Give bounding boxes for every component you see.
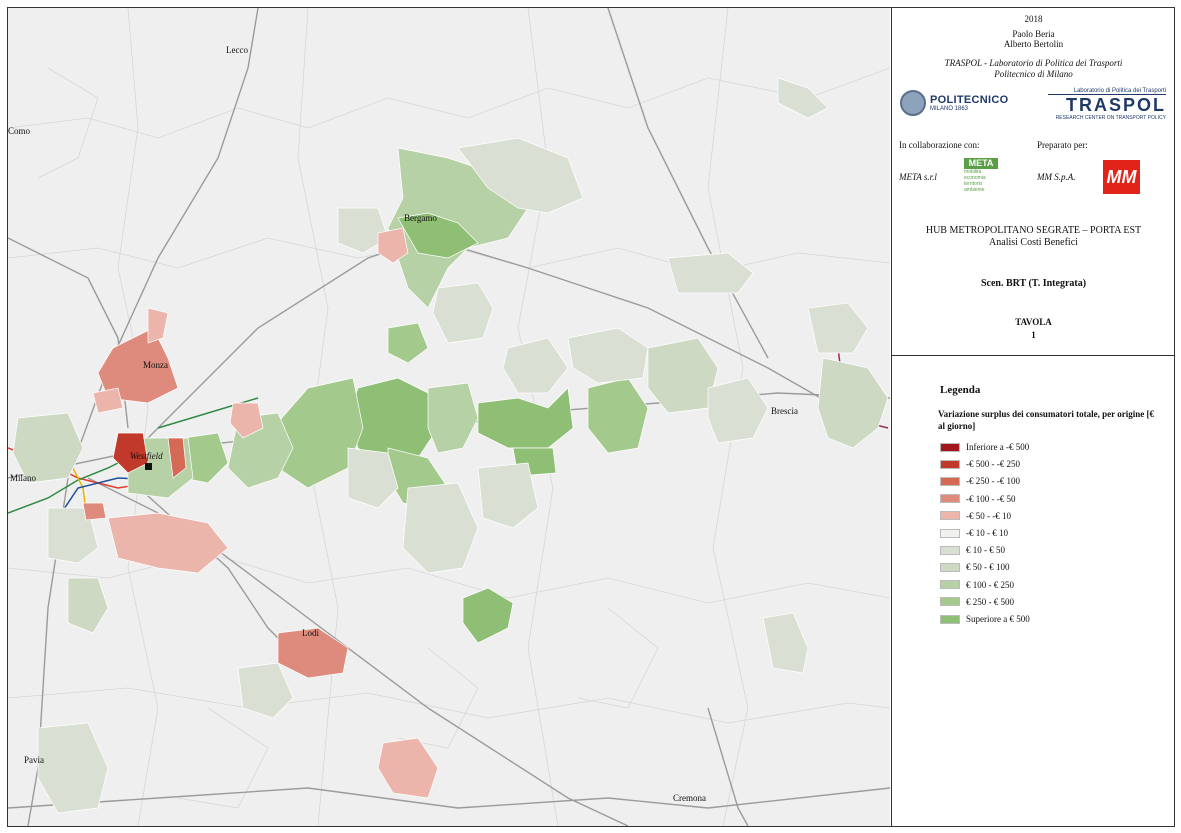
legend-item: Inferiore a -€ 500 — [940, 442, 1029, 452]
meta-logo-text: META — [964, 158, 998, 169]
tavola-number: 1 — [1031, 330, 1036, 340]
city-label: Cremona — [673, 793, 706, 803]
meta-logo-sub: mobilità economia territorio ambiente — [964, 169, 986, 193]
legend-label: -€ 50 - -€ 10 — [966, 510, 1011, 521]
legend-swatch — [940, 562, 960, 572]
legend-swatch — [940, 580, 960, 590]
legend-label: € 250 - € 500 — [966, 596, 1014, 607]
prepared-name: MM S.p.A. — [1037, 172, 1076, 182]
legend-item: € 100 - € 250 — [940, 580, 1014, 590]
politecnico-seal-icon — [900, 90, 926, 116]
zones-negative — [82, 227, 439, 799]
title-block: 2018 Paolo Beria Alberto Bertolin TRASPO… — [892, 8, 1175, 356]
zones-positive — [12, 77, 889, 814]
legend-label: -€ 250 - -€ 100 — [966, 476, 1020, 487]
city-label: Lecco — [226, 45, 248, 55]
project-subtitle: Analisi Costi Benefici — [989, 237, 1078, 248]
city-label: Monza — [143, 360, 168, 370]
author: Paolo Beria — [1012, 29, 1055, 39]
legend-label: € 10 - € 50 — [966, 545, 1005, 556]
traspol-name: TRASPOL — [1065, 95, 1166, 115]
traspol-logo: Laboratorio di Politica dei Trasporti TR… — [1048, 88, 1166, 121]
legend-label: Superiore a € 500 — [966, 614, 1030, 624]
legend-swatch — [940, 511, 960, 521]
legend-item: -€ 10 - € 10 — [940, 528, 1008, 538]
politecnico-sub: MILANO 1863 — [930, 106, 969, 112]
legend-swatch — [940, 476, 960, 486]
legend-item: € 250 - € 500 — [940, 597, 1014, 607]
prepared-label: Preparato per: — [1037, 140, 1088, 150]
city-label: Como — [8, 126, 31, 136]
tavola-label: TAVOLA — [1015, 317, 1052, 327]
institution: TRASPOL - Laboratorio di Politica dei Tr… — [944, 58, 1123, 68]
map-area[interactable]: Lecco Como Bergamo Monza Westfield Milan… — [8, 8, 890, 826]
year: 2018 — [1024, 14, 1043, 24]
institution: Politecnico di Milano — [994, 69, 1073, 79]
traspol-sub: RESEARCH CENTER ON TRANSPORT POLICY — [1055, 115, 1166, 121]
legend-item: -€ 500 - -€ 250 — [940, 459, 1020, 469]
legend-item: € 50 - € 100 — [940, 562, 1010, 572]
traspol-top: Laboratorio di Politica dei Trasporti — [1048, 88, 1166, 95]
legend-swatch — [940, 442, 960, 452]
author: Alberto Bertolin — [1003, 39, 1064, 49]
legend-item: -€ 250 - -€ 100 — [940, 476, 1020, 486]
city-label: Pavia — [24, 755, 44, 765]
city-label: Milano — [10, 473, 36, 483]
legend-item: -€ 100 - -€ 50 — [940, 494, 1016, 504]
side-panel: 2018 Paolo Beria Alberto Bertolin TRASPO… — [891, 8, 1175, 826]
city-label: Bergamo — [404, 213, 437, 223]
legend-label: -€ 10 - € 10 — [966, 528, 1008, 538]
legend-label: -€ 100 - -€ 50 — [966, 493, 1016, 504]
legend-swatch — [940, 494, 960, 504]
collab-label: In collaborazione con: — [899, 140, 980, 150]
legend-swatch — [940, 597, 960, 607]
legend-title: Legenda — [940, 384, 981, 396]
westfield-marker — [145, 463, 152, 470]
legend-swatch — [940, 459, 960, 469]
legend-item: € 10 - € 50 — [940, 545, 1005, 555]
legend-item: -€ 50 - -€ 10 — [940, 511, 1011, 521]
collab-name: META s.r.l — [899, 172, 937, 182]
meta-logo: META mobilità economia territorio ambien… — [964, 158, 998, 194]
legend-item: Superiore a € 500 — [940, 614, 1030, 624]
mm-logo: MM — [1103, 160, 1140, 194]
project-title: HUB METROPOLITANO SEGRATE – PORTA EST — [925, 225, 1142, 236]
legend-swatch — [940, 614, 960, 624]
legend-subtitle: Variazione surplus dei consumatori total… — [938, 409, 1154, 431]
legend-label: -€ 500 - -€ 250 — [966, 459, 1020, 470]
legend-label: Inferiore a -€ 500 — [966, 442, 1030, 452]
politecnico-name: POLITECNICO — [930, 94, 1009, 106]
scenario-title: Scen. BRT (T. Integrata) — [980, 278, 1087, 289]
legend-label: € 100 - € 250 — [966, 579, 1014, 590]
map-canvas — [8, 8, 890, 826]
legend-label: € 50 - € 100 — [966, 562, 1010, 573]
legend-swatch — [940, 528, 960, 538]
city-label: Westfield — [130, 451, 163, 461]
politecnico-logo: POLITECNICO MILANO 1863 — [900, 90, 1008, 116]
city-label: Lodi — [302, 628, 319, 638]
legend-swatch — [940, 545, 960, 555]
city-label: Brescia — [771, 406, 798, 416]
